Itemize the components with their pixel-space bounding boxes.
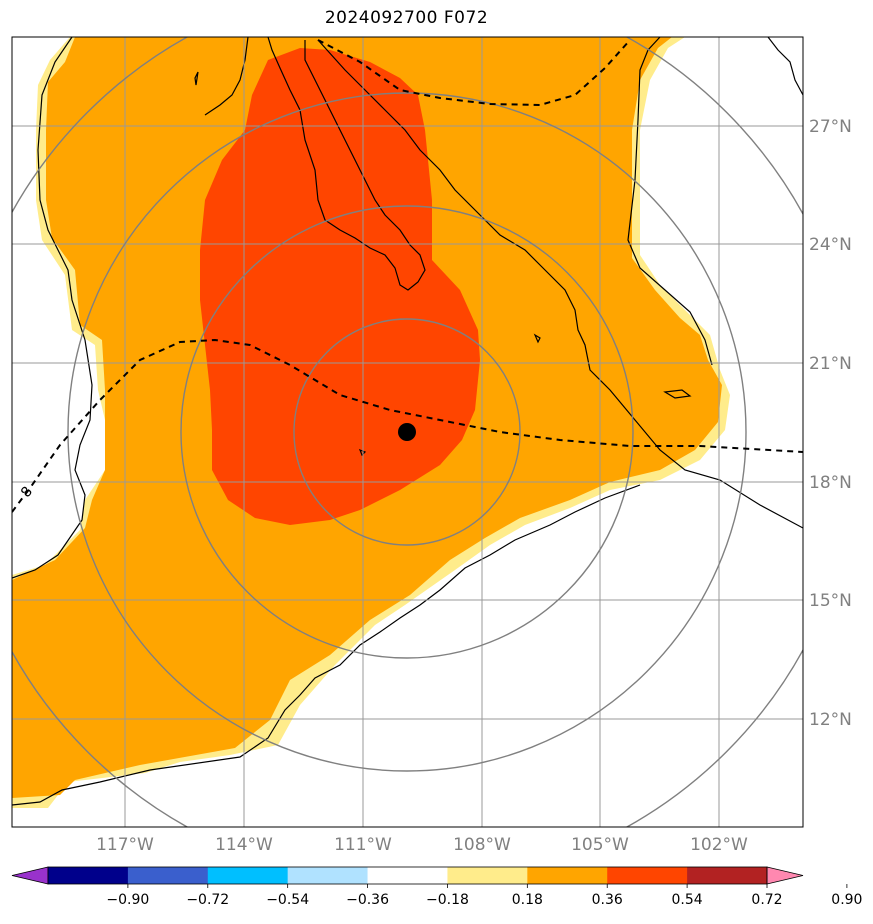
lat-label: 21°N xyxy=(809,354,852,374)
colorbar-tick-label: 0.72 xyxy=(751,892,782,908)
colorbar-segment xyxy=(207,867,289,884)
probability-fill-high xyxy=(200,48,480,525)
coastline xyxy=(12,37,803,806)
colorbar-segment xyxy=(687,867,768,884)
range-rings xyxy=(12,37,803,827)
colorbar-tick-label: 0.90 xyxy=(831,892,862,908)
colorbar-segment xyxy=(607,867,688,884)
colorbar-tick-label: −0.72 xyxy=(186,892,229,908)
colorbar-segment xyxy=(127,867,209,884)
map-title: 2024092700 F072 xyxy=(324,8,489,28)
storm-center-marker xyxy=(398,423,416,441)
lat-label: 24°N xyxy=(809,235,852,255)
colorbar-tick-label: −0.36 xyxy=(346,892,389,908)
colorbar-outline xyxy=(47,866,768,885)
lat-label: 12°N xyxy=(809,710,852,730)
lon-label: 105°W xyxy=(571,835,629,855)
lon-label: 111°W xyxy=(334,835,392,855)
colorbar-segment xyxy=(287,867,369,884)
colorbar-tick-label: −0.54 xyxy=(266,892,309,908)
lon-label: 108°W xyxy=(453,835,511,855)
lat-label: 27°N xyxy=(809,117,852,137)
range-ring xyxy=(67,92,747,772)
colorbar xyxy=(11,866,804,885)
colorbar-tick-label: 0.54 xyxy=(672,892,703,908)
colorbar-tick-label: −0.90 xyxy=(106,892,149,908)
graticule xyxy=(12,37,803,827)
colorbar-segment xyxy=(447,867,528,884)
map-panel: 8 xyxy=(12,37,803,827)
colorbar-ticks: −0.90 −0.72 −0.54 −0.36 −0.18 0.18 0.36 0.54 0.7… xyxy=(106,884,862,908)
colorbar-extend-low xyxy=(11,866,49,885)
colorbar-segment xyxy=(367,867,448,884)
lon-label: 117°W xyxy=(96,835,154,855)
colorbar-tick-label: −0.18 xyxy=(426,892,469,908)
colorbar-extend-high xyxy=(766,866,804,885)
colorbar-segment xyxy=(527,867,608,884)
colorbar-tick-label: 0.36 xyxy=(592,892,623,908)
lat-label: 15°N xyxy=(809,591,852,611)
range-ring xyxy=(180,205,634,659)
lat-label: 18°N xyxy=(809,473,852,493)
range-ring xyxy=(293,318,521,546)
lon-label: 114°W xyxy=(215,835,273,855)
colorbar-segment xyxy=(48,867,129,884)
dashed-contours xyxy=(12,39,803,513)
latitude-labels: 27°N 24°N 21°N 18°N 15°N 12°N xyxy=(809,117,852,730)
longitude-labels: 117°W 114°W 111°W 108°W 105°W 102°W xyxy=(96,835,748,855)
lon-label: 102°W xyxy=(690,835,748,855)
map-frame xyxy=(11,36,804,828)
colorbar-tick-label: 0.18 xyxy=(512,892,543,908)
